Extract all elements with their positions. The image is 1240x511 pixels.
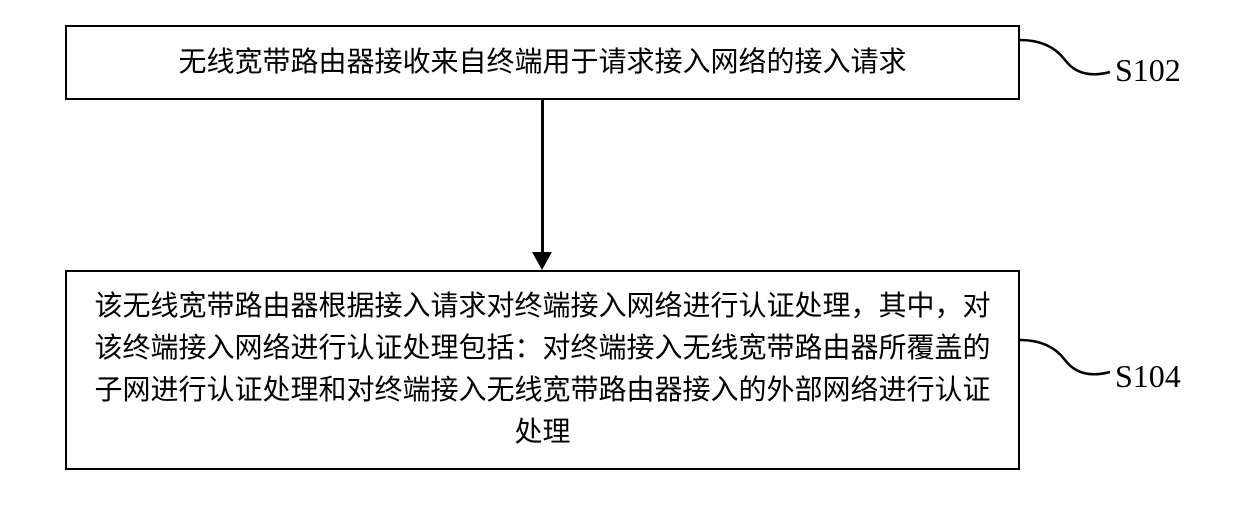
flow-step-box-1: 无线宽带路由器接收来自终端用于请求接入网络的接入请求 <box>65 25 1020 100</box>
flow-step-text-2: 该无线宽带路由器根据接入请求对终端接入网络进行认证处理，其中，对该终端接入网络进… <box>87 286 998 454</box>
flow-arrow-line <box>541 100 544 252</box>
flow-step-text-1: 无线宽带路由器接收来自终端用于请求接入网络的接入请求 <box>178 42 906 84</box>
label-connector-2 <box>1020 330 1115 390</box>
step-label-s102: S102 <box>1115 52 1181 89</box>
flow-step-box-2: 该无线宽带路由器根据接入请求对终端接入网络进行认证处理，其中，对该终端接入网络进… <box>65 270 1020 470</box>
flow-arrow-head <box>532 252 552 270</box>
label-connector-1 <box>1020 30 1115 90</box>
flowchart-container: 无线宽带路由器接收来自终端用于请求接入网络的接入请求 S102 该无线宽带路由器… <box>0 0 1240 511</box>
step-label-s104: S104 <box>1115 358 1181 395</box>
